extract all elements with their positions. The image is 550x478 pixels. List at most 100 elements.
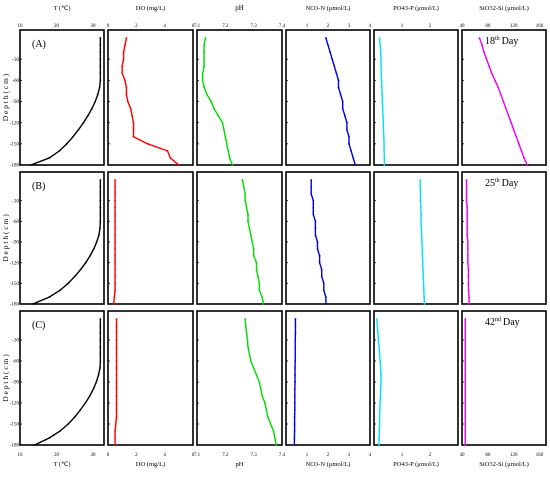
data-point-si-panel-1 (526, 164, 529, 166)
data-point-si-panel-1 (505, 107, 507, 110)
bottom-x-tick-no3-0: 1 (306, 453, 309, 458)
data-point-si-panel-1 (517, 142, 520, 145)
day-number: 18 (485, 36, 495, 47)
data-point-ph-panel-2 (248, 227, 251, 230)
data-point-si-panel-2 (466, 220, 469, 223)
data-point-no3-panel-2 (316, 241, 319, 243)
data-point-po4-panel-2 (420, 220, 422, 223)
data-point-po4-panel-1 (382, 121, 385, 124)
data-point-ph-panel-3 (265, 409, 268, 411)
bottom-x-tick-si-1: 80 (485, 453, 491, 458)
y-tick-panel-2-5: -180 (10, 303, 20, 308)
data-point-si-panel-2 (466, 206, 469, 209)
data-point-t-panel-2 (92, 247, 95, 250)
bottom-axis-label-no3: NO3-N (μmol/L) (306, 461, 351, 468)
data-point-do-panel-2 (113, 296, 116, 299)
data-point-po4-panel-3 (378, 423, 381, 425)
data-point-si-panel-3 (464, 388, 467, 390)
y-tick-panel-3-3: -120 (10, 402, 20, 407)
data-point-ph-panel-1 (210, 100, 213, 103)
data-point-t-panel-3 (99, 360, 102, 362)
top-x-tick-do-3: 6 (192, 24, 195, 29)
y-tick-panel-3-4: -150 (10, 423, 20, 428)
day-word: Day (502, 178, 519, 189)
data-point-no3-panel-2 (314, 227, 317, 230)
y-tick-panel-1-0: -30 (12, 58, 19, 63)
data-point-no3-panel-3 (294, 374, 296, 376)
data-point-no3-panel-3 (293, 444, 296, 446)
data-point-t-panel-2 (67, 282, 70, 285)
data-point-no3-panel-2 (316, 247, 319, 250)
bottom-x-tick-do-0: 0 (107, 453, 110, 458)
data-point-po4-panel-2 (422, 268, 424, 271)
data-point-t-panel-1 (99, 65, 102, 68)
data-point-no3-panel-1 (348, 135, 350, 138)
data-point-t-panel-3 (88, 395, 91, 397)
data-point-t-panel-3 (79, 409, 82, 411)
data-point-do-panel-1 (125, 93, 128, 96)
data-point-si-panel-1 (507, 114, 510, 117)
data-point-t-panel-3 (33, 444, 36, 446)
data-point-no3-panel-2 (325, 296, 327, 299)
data-point-po4-panel-3 (379, 395, 382, 397)
data-point-t-panel-1 (99, 37, 102, 39)
plot-frame-si-panel-1 (461, 29, 547, 166)
data-point-ph-panel-3 (266, 416, 269, 418)
plot-frame-do-panel-2 (107, 171, 194, 305)
day-word: Day (502, 36, 519, 47)
data-point-do-panel-3 (114, 423, 117, 425)
data-point-ph-panel-2 (252, 254, 255, 257)
data-point-ph-panel-2 (242, 185, 245, 188)
data-point-do-panel-1 (121, 72, 124, 75)
data-point-po4-panel-2 (422, 289, 425, 292)
bottom-axis-label-ph: pH (236, 461, 244, 468)
data-point-po4-panel-2 (421, 247, 424, 250)
data-point-si-panel-3 (464, 360, 467, 362)
data-point-ph-panel-3 (259, 388, 262, 390)
data-point-ph-panel-3 (247, 346, 249, 348)
data-point-t-panel-3 (48, 437, 51, 439)
data-point-no3-panel-1 (348, 142, 350, 145)
data-point-po4-panel-3 (380, 374, 382, 376)
data-point-si-panel-2 (465, 199, 468, 202)
data-point-po4-panel-2 (422, 282, 425, 285)
data-point-ph-panel-3 (244, 325, 247, 327)
data-point-po4-panel-1 (381, 107, 384, 110)
panel-1 (19, 29, 547, 166)
data-point-no3-panel-2 (312, 213, 315, 216)
data-point-po4-panel-1 (380, 72, 383, 75)
data-point-si-panel-3 (464, 409, 467, 411)
data-point-si-panel-2 (465, 185, 468, 188)
data-point-po4-panel-2 (423, 303, 426, 305)
data-point-no3-panel-3 (294, 381, 296, 383)
data-point-ph-panel-1 (213, 107, 215, 110)
data-point-no3-panel-1 (354, 164, 357, 166)
data-point-t-panel-1 (82, 121, 85, 124)
data-point-po4-panel-1 (383, 149, 385, 152)
data-point-po4-panel-3 (378, 416, 381, 418)
data-point-t-panel-1 (87, 114, 89, 117)
data-point-do-panel-2 (114, 213, 116, 216)
data-point-t-panel-3 (99, 339, 102, 341)
data-point-ph-panel-1 (203, 51, 205, 54)
data-point-do-panel-2 (114, 254, 116, 257)
y-tick-panel-1-2: -90 (12, 100, 19, 105)
data-point-po4-panel-1 (380, 65, 382, 68)
data-point-no3-panel-1 (337, 79, 340, 82)
data-point-ph-panel-1 (203, 58, 205, 61)
y-tick-panel-3-5: -180 (10, 444, 20, 449)
data-point-po4-panel-1 (383, 164, 386, 166)
data-point-no3-panel-2 (320, 268, 323, 271)
data-point-t-panel-3 (99, 367, 101, 369)
data-point-si-panel-3 (464, 444, 467, 446)
data-point-t-panel-3 (95, 381, 98, 383)
data-point-no3-panel-1 (333, 65, 336, 68)
data-point-t-panel-1 (96, 93, 99, 96)
data-point-do-panel-2 (114, 234, 116, 237)
series-line-do-panel-1 (121, 37, 180, 166)
data-point-t-panel-2 (99, 227, 101, 230)
data-point-no3-panel-2 (322, 289, 325, 292)
data-point-do-panel-2 (114, 289, 116, 292)
data-point-do-panel-1 (132, 128, 135, 131)
